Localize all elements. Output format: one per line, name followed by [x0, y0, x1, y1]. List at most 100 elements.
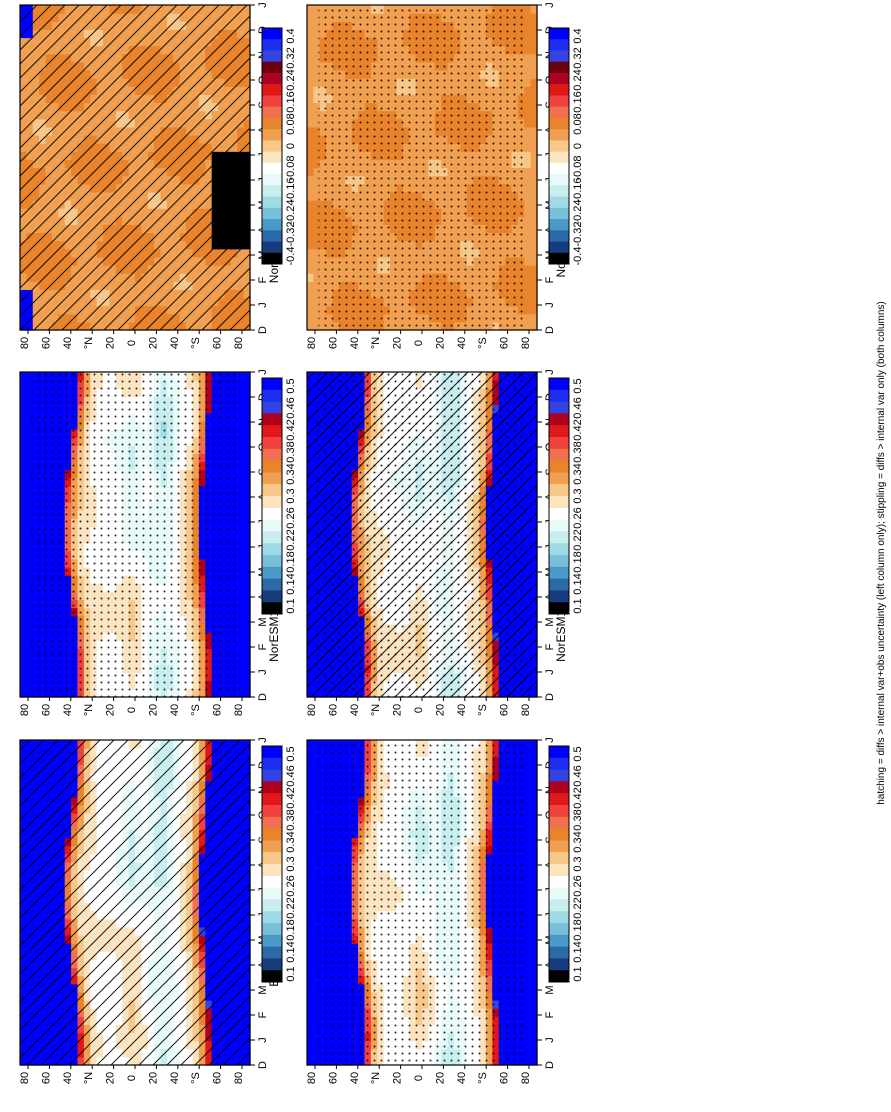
heatmap-cell [20, 640, 27, 649]
y-tick-label: °S [190, 704, 202, 716]
colorbar-swatch [262, 864, 282, 876]
colorbar-swatch [262, 817, 282, 829]
colorbar-swatch [262, 84, 282, 96]
colorbar-tick-label: -0.32 [285, 221, 297, 246]
heatmap-cell [20, 681, 27, 690]
x-tick-label: J [257, 737, 269, 743]
colorbar-swatch [262, 531, 282, 543]
colorbar-swatch [262, 829, 282, 841]
colorbar-tick-label: 0.34 [285, 831, 297, 852]
heatmap-cell [20, 486, 27, 495]
colorbar-swatch [262, 888, 282, 900]
heatmap-cell [20, 510, 27, 519]
colorbar-swatch [262, 508, 282, 520]
colorbar-tick-label: 0.1 [285, 966, 297, 981]
heatmap-cell [20, 502, 27, 511]
colorbar-swatch [262, 746, 282, 758]
heatmap-cell [20, 461, 27, 470]
colorbar-tick-label: 0.14 [285, 941, 297, 962]
heatmap-cell [307, 976, 314, 985]
heatmap-cell [20, 429, 27, 438]
colorbar-swatch [262, 758, 282, 770]
y-tick-label: 0 [126, 1075, 138, 1081]
colorbar-swatch [262, 781, 282, 793]
colorbar-swatch [262, 107, 282, 119]
footer-note: hatching = diffs > internal var+obs unce… [876, 301, 887, 805]
colorbar-tick-label: 0.4 [285, 28, 297, 43]
x-tick-label: D [257, 693, 269, 701]
heatmap-cell [20, 413, 27, 422]
colorbar-swatch [262, 579, 282, 591]
colorbar-swatch [262, 555, 282, 567]
colorbar-tick-label: 0.24 [285, 69, 297, 90]
colorbar-tick-label: 0.46 [285, 765, 297, 786]
heatmap-cell [20, 518, 27, 527]
colorbar-swatch [262, 28, 282, 40]
colorbar-swatch [262, 911, 282, 923]
y-tick-label: 40 [62, 1072, 74, 1084]
heatmap-cell [307, 1000, 314, 1009]
colorbar-swatch [262, 567, 282, 579]
heatmap-cell [307, 1041, 314, 1050]
y-tick-label: 20 [105, 1072, 117, 1084]
y-tick-label: 20 [147, 704, 159, 716]
colorbar-swatch [262, 253, 282, 265]
colorbar-tick-label: 0.46 [285, 397, 297, 418]
hatching-overlay [20, 5, 250, 330]
colorbar-swatch [262, 425, 282, 437]
colorbar-tick-label: 0.18 [285, 551, 297, 572]
heatmap-cell [20, 445, 27, 454]
heatmap-cell [20, 453, 27, 462]
colorbar-swatch [262, 970, 282, 982]
colorbar-swatch [262, 484, 282, 496]
heatmap-cell [20, 396, 27, 405]
y-tick-label: 20 [147, 1072, 159, 1084]
y-tick-label: 40 [169, 704, 181, 716]
heatmap-cell [20, 380, 27, 389]
colorbar-swatch [262, 923, 282, 935]
colorbar-swatch [262, 390, 282, 402]
colorbar-tick-label: 0.32 [285, 47, 297, 68]
x-tick-label: J [257, 369, 269, 375]
colorbar-swatch [262, 935, 282, 947]
x-tick-label: F [257, 1011, 269, 1018]
heatmap-cell [20, 575, 27, 584]
colorbar: 0.40.320.240.160.080-0.08-0.16-0.24-0.32… [262, 28, 297, 265]
heatmap-cell [307, 968, 314, 977]
heatmap-cell [20, 567, 27, 576]
heatmap-cell [307, 1057, 314, 1066]
colorbar-swatch [262, 163, 282, 175]
y-tick-label: 40 [62, 704, 74, 716]
y-tick-label: 80 [19, 704, 31, 716]
colorbar-swatch [262, 543, 282, 555]
colorbar-tick-label: 0.22 [285, 897, 297, 918]
y-tick-label: °N [83, 1072, 95, 1084]
heatmap-cell [20, 551, 27, 560]
heatmap-cell [20, 689, 27, 698]
y-tick-label: 60 [212, 704, 224, 716]
colorbar-tick-label: 0.38 [285, 441, 297, 462]
heatmap-cell [20, 388, 27, 397]
colorbar-tick-label: 0.08 [285, 113, 297, 134]
colorbar-swatch [262, 129, 282, 141]
y-tick-label: 60 [212, 1072, 224, 1084]
heatmap-cell [20, 648, 27, 657]
stippling-overlay [32, 372, 239, 697]
colorbar-swatch [262, 413, 282, 425]
y-tick-label: 40 [62, 337, 74, 349]
x-tick-label: J [257, 302, 269, 308]
heatmap-cell [20, 372, 27, 381]
colorbar-tick-label: 0.26 [285, 507, 297, 528]
colorbar-swatch [262, 437, 282, 449]
colorbar-tick-label: 0 [285, 143, 297, 149]
heatmap-cell [20, 470, 27, 479]
colorbar-swatch [262, 602, 282, 614]
colorbar-tick-label: 0.22 [285, 529, 297, 550]
heatmap-cell [307, 1024, 314, 1033]
colorbar-swatch [262, 208, 282, 220]
colorbar-swatch [262, 852, 282, 864]
colorbar-tick-label: 0.5 [285, 746, 297, 761]
y-tick-label: 0 [126, 707, 138, 713]
heatmap-cell [20, 583, 27, 592]
